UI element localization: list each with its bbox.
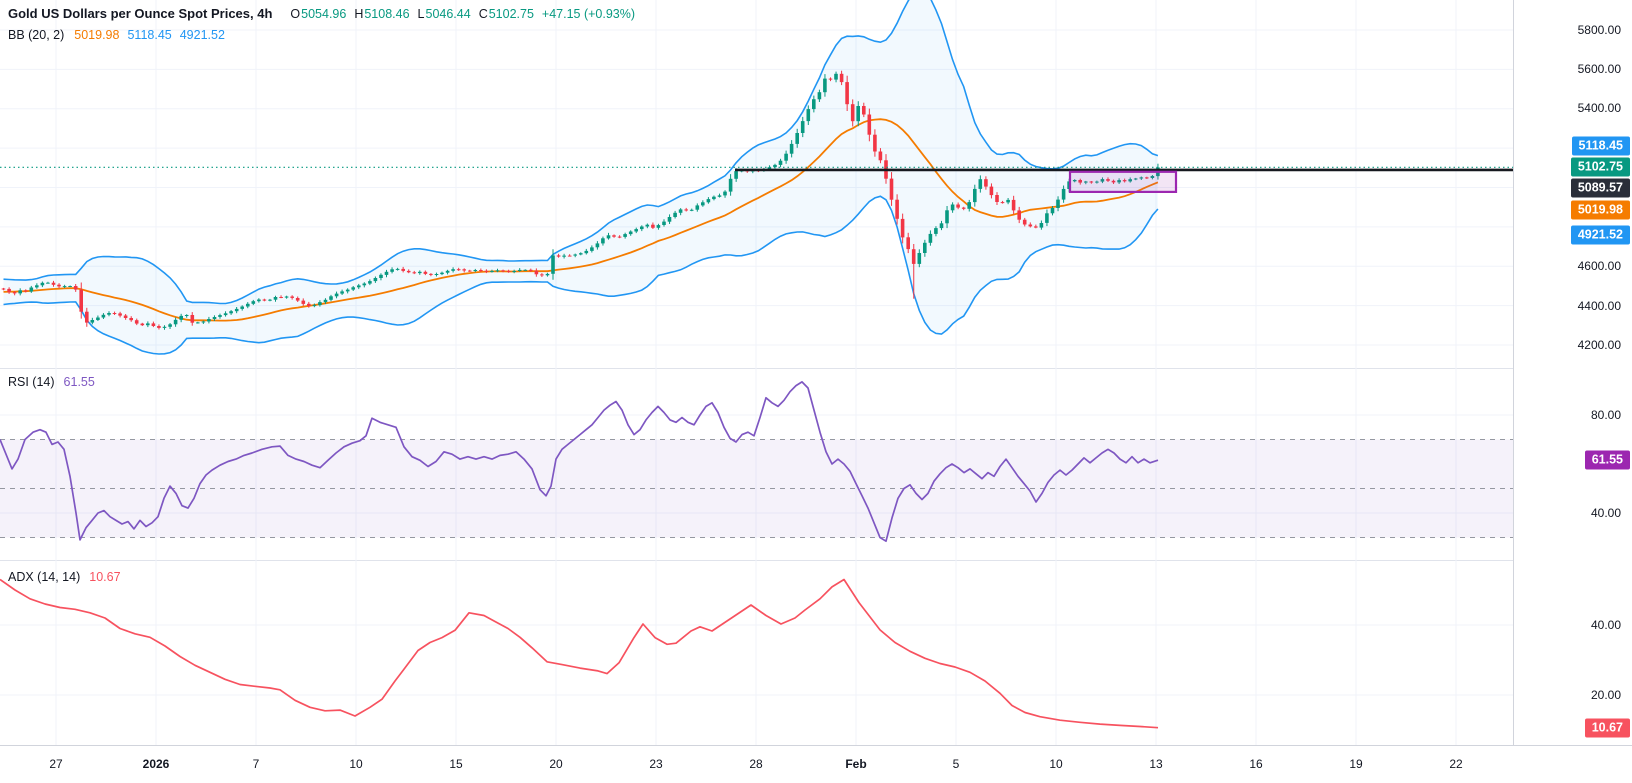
- adx-value: 10.67: [89, 570, 121, 584]
- rsi-grid: [0, 368, 1513, 560]
- rsi-band-fill: [0, 439, 1513, 538]
- bb-basis-value: 5019.98: [74, 28, 120, 42]
- price-scale-label: 5800.00: [1577, 23, 1621, 37]
- time-label-28: 28: [749, 757, 763, 771]
- open-value: 5054.96: [301, 7, 347, 21]
- main-grid: [0, 0, 1513, 368]
- low-label: L: [417, 7, 425, 21]
- bollinger-bands: [3, 0, 1159, 355]
- change-value: +47.15 (+0.93%): [541, 7, 636, 21]
- bb-upper-line: [3, 0, 1159, 305]
- price-pane-canvas[interactable]: [0, 0, 1513, 368]
- bb-upper-value: 5118.45: [127, 28, 172, 42]
- time-label-7: 7: [252, 757, 260, 771]
- price-badge: 5089.57: [1570, 178, 1630, 198]
- price-scale-label: 5600.00: [1577, 62, 1621, 76]
- close-label: C: [478, 7, 488, 21]
- price-scale-label: 4200.00: [1577, 338, 1621, 352]
- price-scale-label: 4400.00: [1577, 299, 1621, 313]
- rsi-scale-label: 40.00: [1590, 506, 1621, 520]
- adx-line: [0, 578, 1159, 729]
- close-value: 5102.75: [488, 7, 534, 21]
- adx-pane[interactable]: [0, 560, 1513, 745]
- price-badge: 5019.98: [1570, 200, 1630, 220]
- high-value: 5108.46: [364, 7, 410, 21]
- time-label-2026: 2026: [142, 757, 170, 771]
- time-label-19: 19: [1349, 757, 1363, 771]
- rectangle-drawing[interactable]: [1068, 170, 1178, 194]
- adx-pane-canvas[interactable]: [0, 560, 1513, 745]
- rsi-line: [0, 381, 1159, 543]
- bb-lower-line: [3, 195, 1159, 355]
- time-label-10: 10: [1049, 757, 1063, 771]
- rsi-scale-label: 80.00: [1590, 408, 1621, 422]
- adx-indicator-name[interactable]: ADX (14, 14): [8, 570, 81, 584]
- rsi-value: 61.55: [63, 375, 95, 389]
- price-badge: 4921.52: [1570, 225, 1630, 245]
- symbol-title[interactable]: Gold US Dollars per Ounce Spot Prices, 4…: [8, 6, 273, 21]
- open-label: O: [290, 7, 301, 21]
- time-label-5: 5: [952, 757, 960, 771]
- adx-legend: ADX (14, 14) 10.67: [8, 570, 121, 584]
- rsi-value-badge: 61.55: [1584, 450, 1630, 470]
- price-pane[interactable]: [0, 0, 1513, 369]
- main-legend: Gold US Dollars per Ounce Spot Prices, 4…: [8, 6, 635, 21]
- time-label-13: 13: [1149, 757, 1163, 771]
- time-axis[interactable]: 27 2026 7 10 15 20 23 28 Feb 5 10 13 16 19 22: [0, 745, 1632, 783]
- high-label: H: [354, 7, 364, 21]
- price-scale-label: 5400.00: [1577, 101, 1621, 115]
- time-label-10: 10: [349, 757, 363, 771]
- adx-scale-label: 40.00: [1590, 618, 1621, 632]
- time-label-20: 20: [549, 757, 563, 771]
- time-label-27: 27: [49, 757, 63, 771]
- time-label-22: 22: [1449, 757, 1463, 771]
- time-label-23: 23: [649, 757, 663, 771]
- adx-value-badge: 10.67: [1584, 718, 1630, 738]
- price-scale-label: 4600.00: [1577, 259, 1621, 273]
- rsi-pane[interactable]: [0, 368, 1513, 561]
- rsi-indicator-name[interactable]: RSI (14): [8, 375, 55, 389]
- candles: [1, 70, 1160, 330]
- bb-indicator-name[interactable]: BB (20, 2): [8, 28, 65, 42]
- low-value: 5046.44: [425, 7, 471, 21]
- bb-lower-value: 4921.52: [179, 28, 225, 42]
- rsi-pane-canvas[interactable]: [0, 368, 1513, 560]
- time-label-Feb: Feb: [845, 757, 867, 771]
- time-label-16: 16: [1249, 757, 1263, 771]
- adx-scale-label: 20.00: [1590, 688, 1621, 702]
- time-label-15: 15: [449, 757, 463, 771]
- bb-basis-line: [3, 118, 1159, 322]
- price-axis[interactable]: 5800.00 5600.00 5400.00 4600.00 4400.00 4200.…: [1513, 0, 1632, 745]
- price-badge: 5102.75: [1570, 157, 1630, 177]
- price-badge: 5118.45: [1571, 136, 1630, 156]
- adx-grid: [0, 560, 1513, 745]
- rsi-legend: RSI (14) 61.55: [8, 375, 95, 389]
- bb-legend: BB (20, 2) 5019.98 5118.45 4921.52: [8, 28, 225, 42]
